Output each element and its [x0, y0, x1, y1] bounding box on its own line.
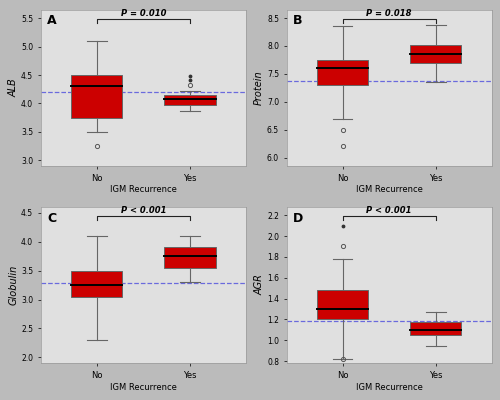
- Text: P < 0.001: P < 0.001: [120, 206, 166, 216]
- Bar: [317, 60, 368, 85]
- Text: P = 0.018: P = 0.018: [366, 9, 412, 18]
- Y-axis label: Protein: Protein: [254, 70, 264, 105]
- X-axis label: IGM Recurrence: IGM Recurrence: [356, 186, 422, 194]
- Y-axis label: AGR: AGR: [254, 275, 264, 296]
- Text: D: D: [293, 212, 303, 224]
- Text: P = 0.010: P = 0.010: [120, 9, 166, 18]
- Bar: [410, 322, 462, 335]
- Text: A: A: [47, 14, 56, 27]
- Bar: [317, 290, 368, 320]
- Y-axis label: ALB: ALB: [8, 78, 18, 97]
- Bar: [164, 248, 216, 268]
- X-axis label: IGM Recurrence: IGM Recurrence: [110, 383, 177, 392]
- Text: B: B: [293, 14, 302, 27]
- Bar: [164, 95, 216, 105]
- Y-axis label: Globulin: Globulin: [8, 265, 18, 305]
- X-axis label: IGM Recurrence: IGM Recurrence: [110, 186, 177, 194]
- Bar: [71, 75, 122, 118]
- X-axis label: IGM Recurrence: IGM Recurrence: [356, 383, 422, 392]
- Bar: [71, 270, 122, 297]
- Bar: [410, 45, 462, 63]
- Text: P < 0.001: P < 0.001: [366, 206, 412, 216]
- Text: C: C: [47, 212, 56, 224]
